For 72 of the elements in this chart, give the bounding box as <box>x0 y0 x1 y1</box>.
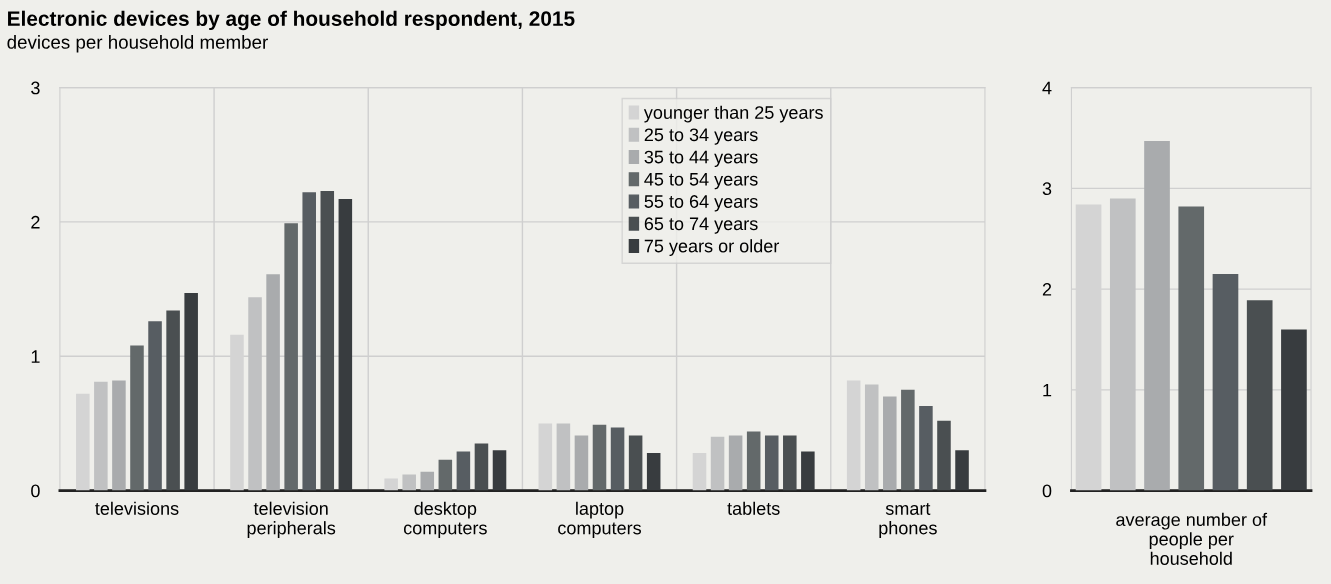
bar <box>1212 273 1239 491</box>
legend-label: 65 to 74 years <box>644 217 758 234</box>
bar <box>384 478 398 491</box>
y-tick-label: 0 <box>31 484 40 498</box>
bar <box>1281 329 1307 491</box>
bar <box>864 384 879 491</box>
bar <box>248 297 262 491</box>
bar <box>1109 198 1136 491</box>
chart-title: Electronic devices by age of household respondent, 2015 <box>8 10 575 31</box>
bar <box>492 450 507 491</box>
bar <box>284 223 298 491</box>
x-tick-label: television peripherals <box>247 501 336 538</box>
x-tick-label: desktop computers <box>403 501 487 538</box>
bar <box>592 424 607 491</box>
bar <box>420 471 435 491</box>
x-tick-label: tablets <box>727 501 780 515</box>
bar <box>338 199 353 491</box>
y-tick-label: 4 <box>1042 81 1052 95</box>
bar <box>266 274 280 491</box>
y-tick-label: 2 <box>31 215 40 229</box>
bar <box>883 396 897 491</box>
bar <box>76 393 90 491</box>
bar <box>302 192 316 491</box>
bar <box>538 423 553 491</box>
chart-subtitle: devices per household member <box>7 35 268 53</box>
bar <box>574 435 589 491</box>
bar <box>166 310 180 491</box>
bar <box>710 436 725 491</box>
legend-label: 35 to 44 years <box>644 150 758 167</box>
bar <box>610 427 625 491</box>
y-tick-label: 3 <box>31 81 40 95</box>
bar <box>1246 300 1273 491</box>
bar <box>901 389 915 491</box>
bar <box>1144 140 1170 491</box>
x-tick-label: laptop computers <box>558 501 641 538</box>
x-axis-title: average number of people per household <box>1116 512 1268 565</box>
y-tick-label: 1 <box>31 350 40 363</box>
bar <box>728 435 743 491</box>
legend-label: 55 to 64 years <box>644 195 758 212</box>
bar <box>184 293 198 491</box>
bar <box>320 191 335 491</box>
bar <box>919 405 933 491</box>
bar <box>438 459 453 491</box>
bar <box>148 321 162 491</box>
bar <box>474 443 489 491</box>
bar <box>846 380 861 491</box>
bar <box>801 451 815 491</box>
bar <box>112 380 126 491</box>
bar <box>646 452 661 491</box>
bar <box>1178 206 1205 491</box>
bar <box>746 431 761 491</box>
bar <box>628 435 643 491</box>
bar <box>783 435 797 491</box>
legend-label: younger than 25 years <box>643 105 823 123</box>
legend-label: 45 to 54 years <box>644 173 758 190</box>
bar <box>456 451 471 491</box>
legend-label: 75 years or older <box>644 239 780 256</box>
bar <box>402 474 416 491</box>
bar <box>130 345 144 491</box>
y-tick-label: 1 <box>1043 383 1052 397</box>
bar <box>692 452 707 491</box>
bar <box>955 450 969 491</box>
bar <box>937 420 951 491</box>
y-tick-label: 2 <box>1042 283 1052 296</box>
legend-label: 25 to 34 years <box>644 128 758 145</box>
bar <box>556 423 571 491</box>
y-tick-label: 0 <box>1042 484 1052 498</box>
x-tick-label: televisions <box>95 501 179 515</box>
y-tick-label: 3 <box>1042 182 1052 196</box>
bar <box>764 435 779 491</box>
bar <box>94 381 108 491</box>
x-tick-label: smart phones <box>879 503 937 538</box>
